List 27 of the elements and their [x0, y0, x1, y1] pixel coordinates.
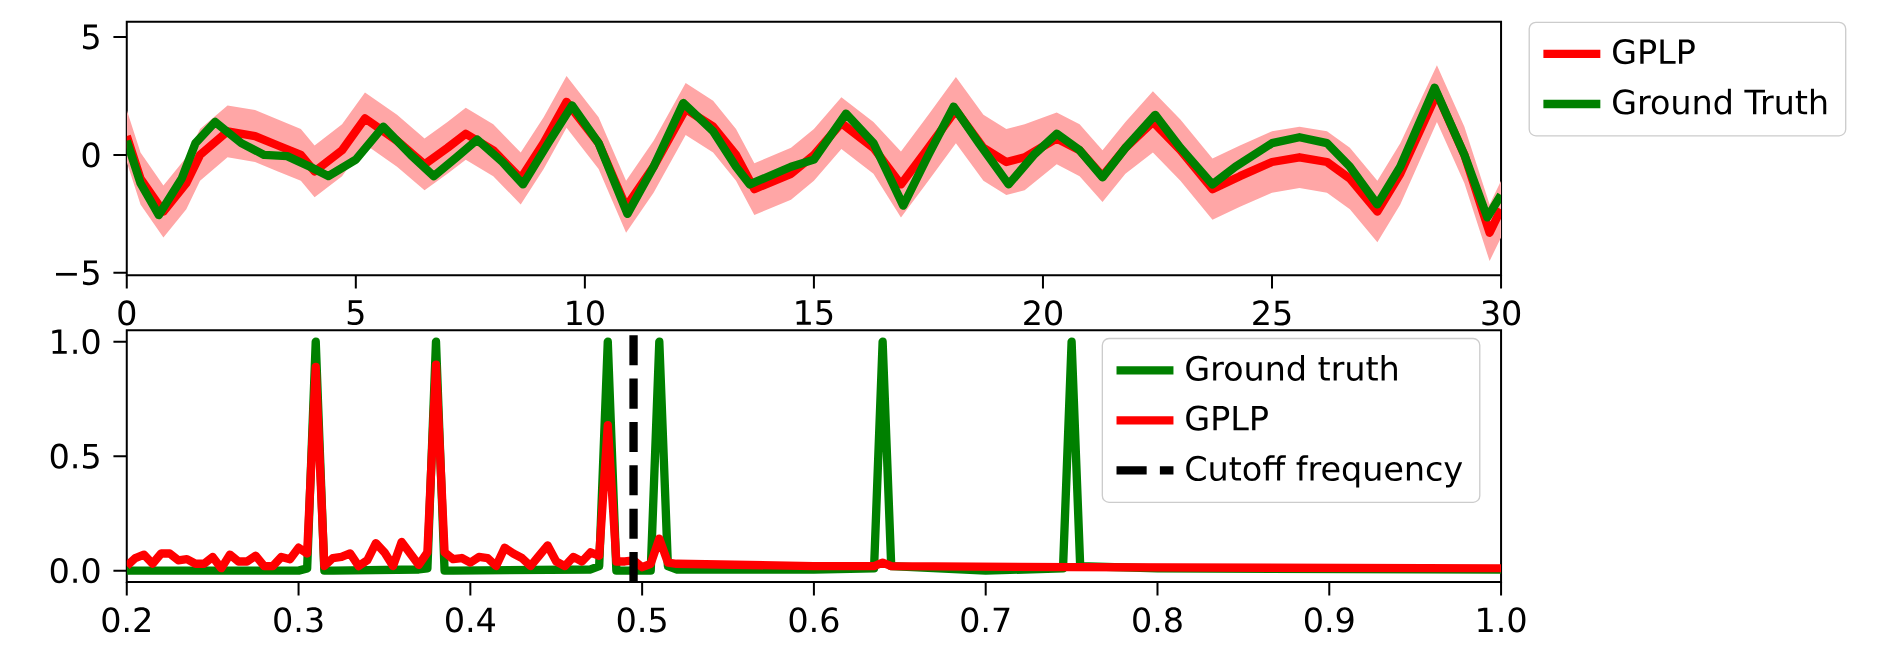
legend-label: Ground truth	[1186, 354, 1397, 381]
x-tick-label: 0.5	[617, 606, 666, 633]
y-tick-label: 5	[82, 24, 99, 50]
legend-label: Ground Truth	[1613, 88, 1827, 115]
y-tick-label: 1.0	[52, 328, 100, 355]
x-tick-label: 1.0	[1478, 606, 1526, 633]
x-tick-label: 15	[796, 300, 833, 325]
x-tick-label: 0	[118, 300, 136, 326]
x-tick-label: 0.8	[1133, 606, 1182, 633]
x-tick-label: 25	[1253, 300, 1291, 326]
y-tick-label: 0.5	[50, 443, 99, 469]
x-tick-label: 0.4	[446, 606, 495, 633]
y-tick-label: 0.0	[50, 557, 100, 584]
legend-label: GPLP	[1613, 38, 1695, 65]
y-tick-label: −5	[56, 260, 99, 285]
x-tick-label: 5	[347, 300, 364, 325]
x-tick-label: 0.2	[102, 606, 150, 633]
x-tick-label: 0.3	[274, 606, 323, 633]
x-tick-label: 30	[1482, 300, 1521, 326]
legend-label: Cutoff frequency	[1186, 455, 1463, 488]
x-tick-label: 0.7	[961, 606, 1010, 633]
legend-label: GPLP	[1186, 405, 1268, 431]
x-tick-label: 0.6	[789, 606, 839, 633]
x-tick-label: 0.9	[1304, 606, 1354, 633]
x-tick-label: 20	[1024, 300, 1062, 326]
x-tick-label: 10	[567, 300, 604, 326]
y-tick-label: 0	[82, 142, 100, 168]
